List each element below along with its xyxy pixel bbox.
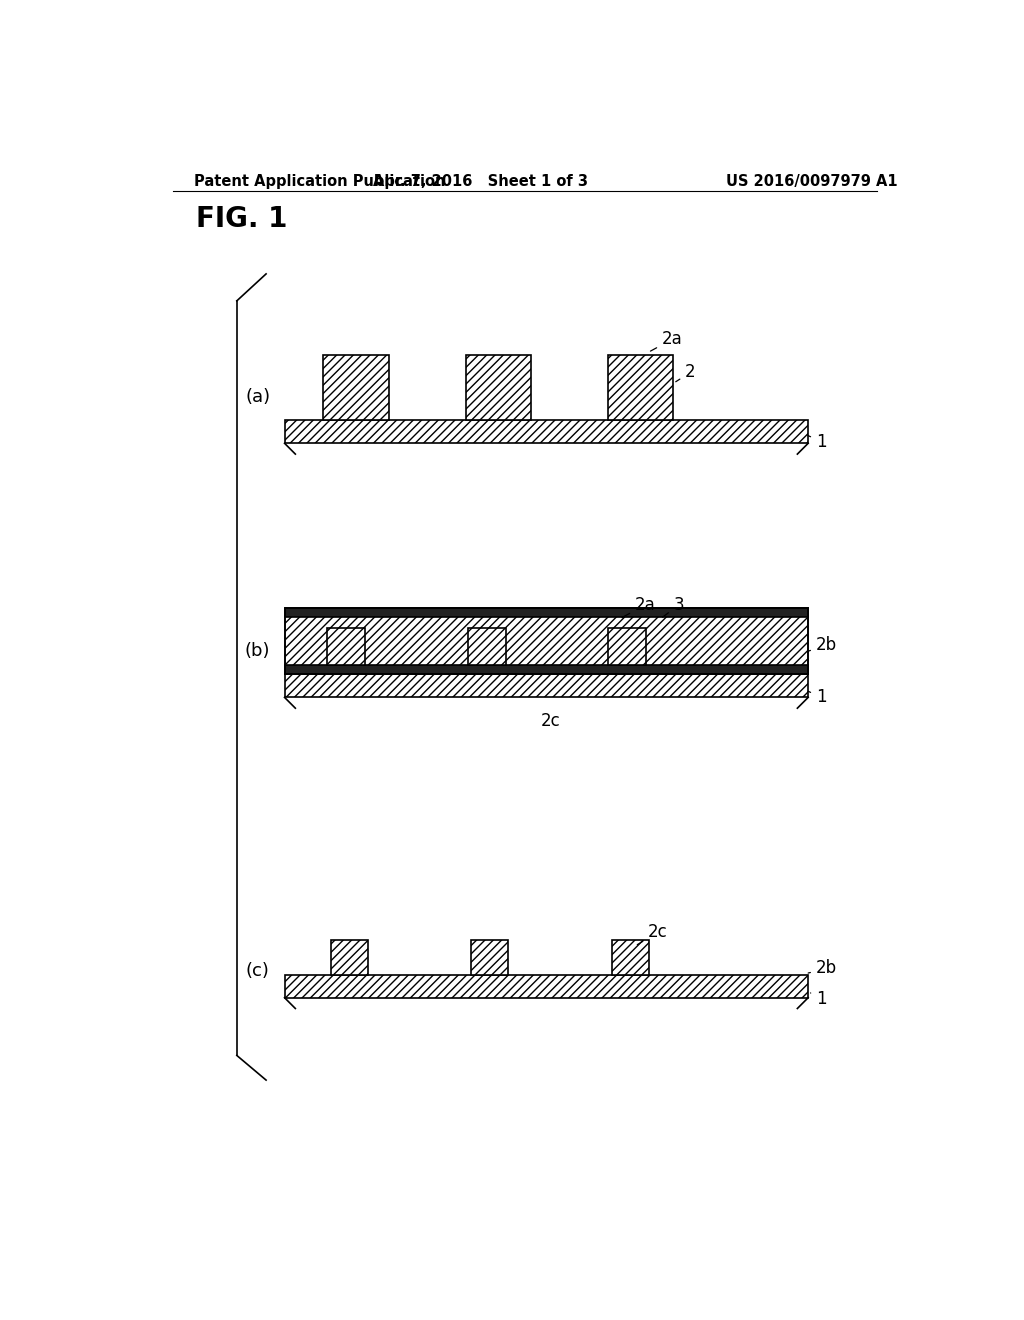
Bar <box>608 628 646 665</box>
Text: Apr. 7, 2016   Sheet 1 of 3: Apr. 7, 2016 Sheet 1 of 3 <box>374 174 589 189</box>
Text: 1: 1 <box>808 689 826 706</box>
Bar <box>285 675 808 697</box>
Text: 1: 1 <box>808 433 826 450</box>
Bar <box>285 609 808 675</box>
Text: 1: 1 <box>811 990 826 1008</box>
Text: 2a: 2a <box>650 330 683 351</box>
Bar <box>611 940 649 974</box>
Text: US 2016/0097979 A1: US 2016/0097979 A1 <box>726 174 898 189</box>
Bar <box>285 609 808 675</box>
Text: 2a: 2a <box>622 597 655 618</box>
Bar <box>323 355 388 420</box>
Text: (b): (b) <box>245 643 270 660</box>
Text: 2: 2 <box>676 363 695 381</box>
Text: Patent Application Publication: Patent Application Publication <box>194 174 445 189</box>
Text: 2b: 2b <box>808 636 837 653</box>
Bar <box>285 974 808 998</box>
Bar <box>466 355 531 420</box>
Text: 3: 3 <box>663 597 684 618</box>
Text: 2c: 2c <box>541 711 560 730</box>
Bar <box>285 420 808 444</box>
Text: 2b: 2b <box>808 960 837 977</box>
Bar <box>327 628 366 665</box>
Bar <box>608 355 674 420</box>
Text: (a): (a) <box>245 388 270 407</box>
Bar <box>285 609 808 618</box>
Text: 2c: 2c <box>637 923 668 945</box>
Text: FIG. 1: FIG. 1 <box>196 205 288 232</box>
Bar <box>285 665 808 675</box>
Bar <box>331 940 368 974</box>
Bar <box>468 628 506 665</box>
Text: (c): (c) <box>246 962 269 979</box>
Bar <box>471 940 508 974</box>
